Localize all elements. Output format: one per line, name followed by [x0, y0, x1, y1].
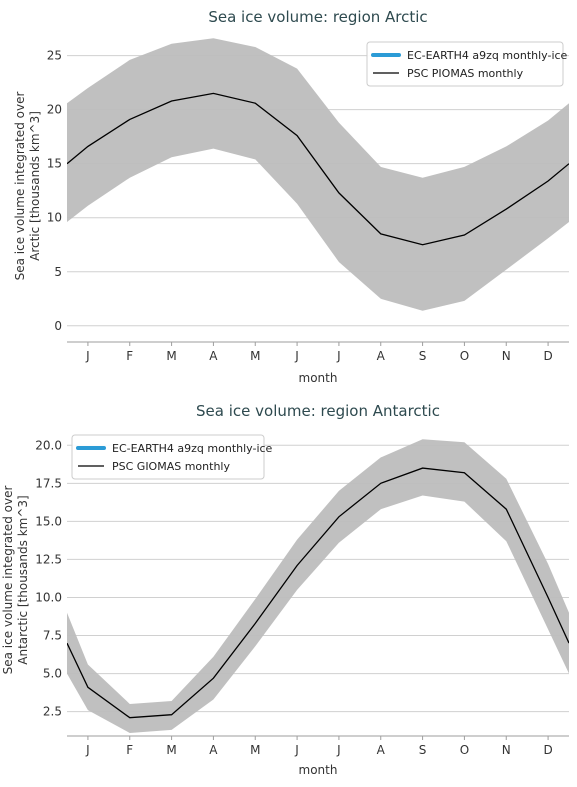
arctic-x-tick-label: F: [126, 349, 133, 363]
arctic-x-tick-label: M: [166, 349, 176, 363]
antarctic-y-axis-label: Sea ice volume integrated over Antarctic…: [1, 486, 30, 675]
arctic-y-tick-label: 25: [47, 49, 62, 63]
antarctic-chart-title: Sea ice volume: region Antarctic: [196, 402, 440, 420]
arctic-chart-panel: Sea ice volume: region Arctic Sea ice vo…: [13, 8, 569, 385]
antarctic-x-tick-label: F: [126, 743, 133, 757]
antarctic-x-tick-label: S: [419, 743, 427, 757]
arctic-legend-obs-label: PSC PIOMAS monthly: [407, 67, 524, 80]
arctic-y-tick-label: 5: [54, 265, 62, 279]
antarctic-x-tick-label: D: [543, 743, 552, 757]
arctic-series-line: [67, 92, 569, 246]
antarctic-x-tick-label: A: [377, 743, 386, 757]
arctic-legend: EC-EARTH4 a9zq monthly-ice PSC PIOMAS mon…: [366, 41, 568, 87]
arctic-x-tick-label: D: [543, 349, 552, 363]
antarctic-chart: Sea ice volume: region Antarctic Sea ice…: [1, 402, 569, 777]
antarctic-legend-model-label: EC-EARTH4 a9zq monthly-ice: [112, 442, 273, 455]
arctic-y-tick-label: 0: [54, 319, 62, 333]
arctic-y-tick-label: 10: [47, 211, 62, 225]
antarctic-x-tick-label: J: [336, 743, 341, 757]
antarctic-x-tick-label: J: [85, 743, 90, 757]
antarctic-x-tick-label: A: [209, 743, 218, 757]
arctic-x-tick-label: S: [419, 349, 427, 363]
arctic-x-tick-label: J: [294, 349, 299, 363]
antarctic-y-tick-label: 10.0: [35, 590, 62, 604]
antarctic-x-tick-label: O: [460, 743, 469, 757]
antarctic-y-tick-label: 17.5: [35, 476, 62, 490]
arctic-x-tick-label: M: [250, 349, 260, 363]
arctic-x-tick-label: A: [209, 349, 218, 363]
arctic-x-tick-label: A: [377, 349, 386, 363]
antarctic-y-tick-label: 15.0: [35, 514, 62, 528]
arctic-legend-box: [366, 41, 564, 87]
arctic-y-axis-label: Sea ice volume integrated over Arctic [t…: [13, 92, 42, 281]
antarctic-y-tick-label: 12.5: [35, 552, 62, 566]
antarctic-series-line: [67, 467, 569, 719]
arctic-y-axis-label-line2: Arctic [thousands km^3]: [28, 111, 42, 261]
arctic-y-tick-label: 15: [47, 157, 62, 171]
antarctic-x-tick-label: J: [294, 743, 299, 757]
arctic-x-tick-label: O: [460, 349, 469, 363]
antarctic-legend-box: [71, 434, 265, 480]
antarctic-y-tick-label: 2.5: [43, 705, 62, 719]
arctic-x-tick-label: N: [502, 349, 511, 363]
arctic-legend-model-label: EC-EARTH4 a9zq monthly-ice: [407, 49, 568, 62]
arctic-y-axis-label-line1: Sea ice volume integrated over: [13, 92, 27, 281]
antarctic-x-axis-label: month: [299, 763, 338, 777]
antarctic-legend-obs-label: PSC GIOMAS monthly: [112, 460, 230, 473]
arctic-chart: Sea ice volume: region Arctic Sea ice vo…: [13, 8, 569, 385]
arctic-y-tick-label: 20: [47, 103, 62, 117]
antarctic-chart-panel: Sea ice volume: region Antarctic Sea ice…: [0, 395, 577, 787]
arctic-x-tick-label: J: [85, 349, 90, 363]
arctic-chart-title: Sea ice volume: region Arctic: [208, 8, 427, 26]
antarctic-spread-band: [67, 439, 569, 733]
arctic-x-tick-label: J: [336, 349, 341, 363]
antarctic-x-tick-label: M: [166, 743, 176, 757]
antarctic-y-tick-label: 5.0: [43, 667, 62, 681]
antarctic-y-tick-label: 20.0: [35, 438, 62, 452]
antarctic-y-axis-label-line2: Antarctic [thousands km^3]: [16, 495, 30, 664]
arctic-spread-band: [67, 38, 569, 311]
antarctic-x-tick-label: M: [250, 743, 260, 757]
antarctic-x-tick-label: N: [502, 743, 511, 757]
arctic-x-axis-label: month: [299, 371, 338, 385]
antarctic-y-tick-label: 7.5: [43, 629, 62, 643]
antarctic-legend: EC-EARTH4 a9zq monthly-ice PSC GIOMAS mon…: [71, 434, 273, 480]
antarctic-y-axis-label-line1: Sea ice volume integrated over: [1, 486, 15, 675]
